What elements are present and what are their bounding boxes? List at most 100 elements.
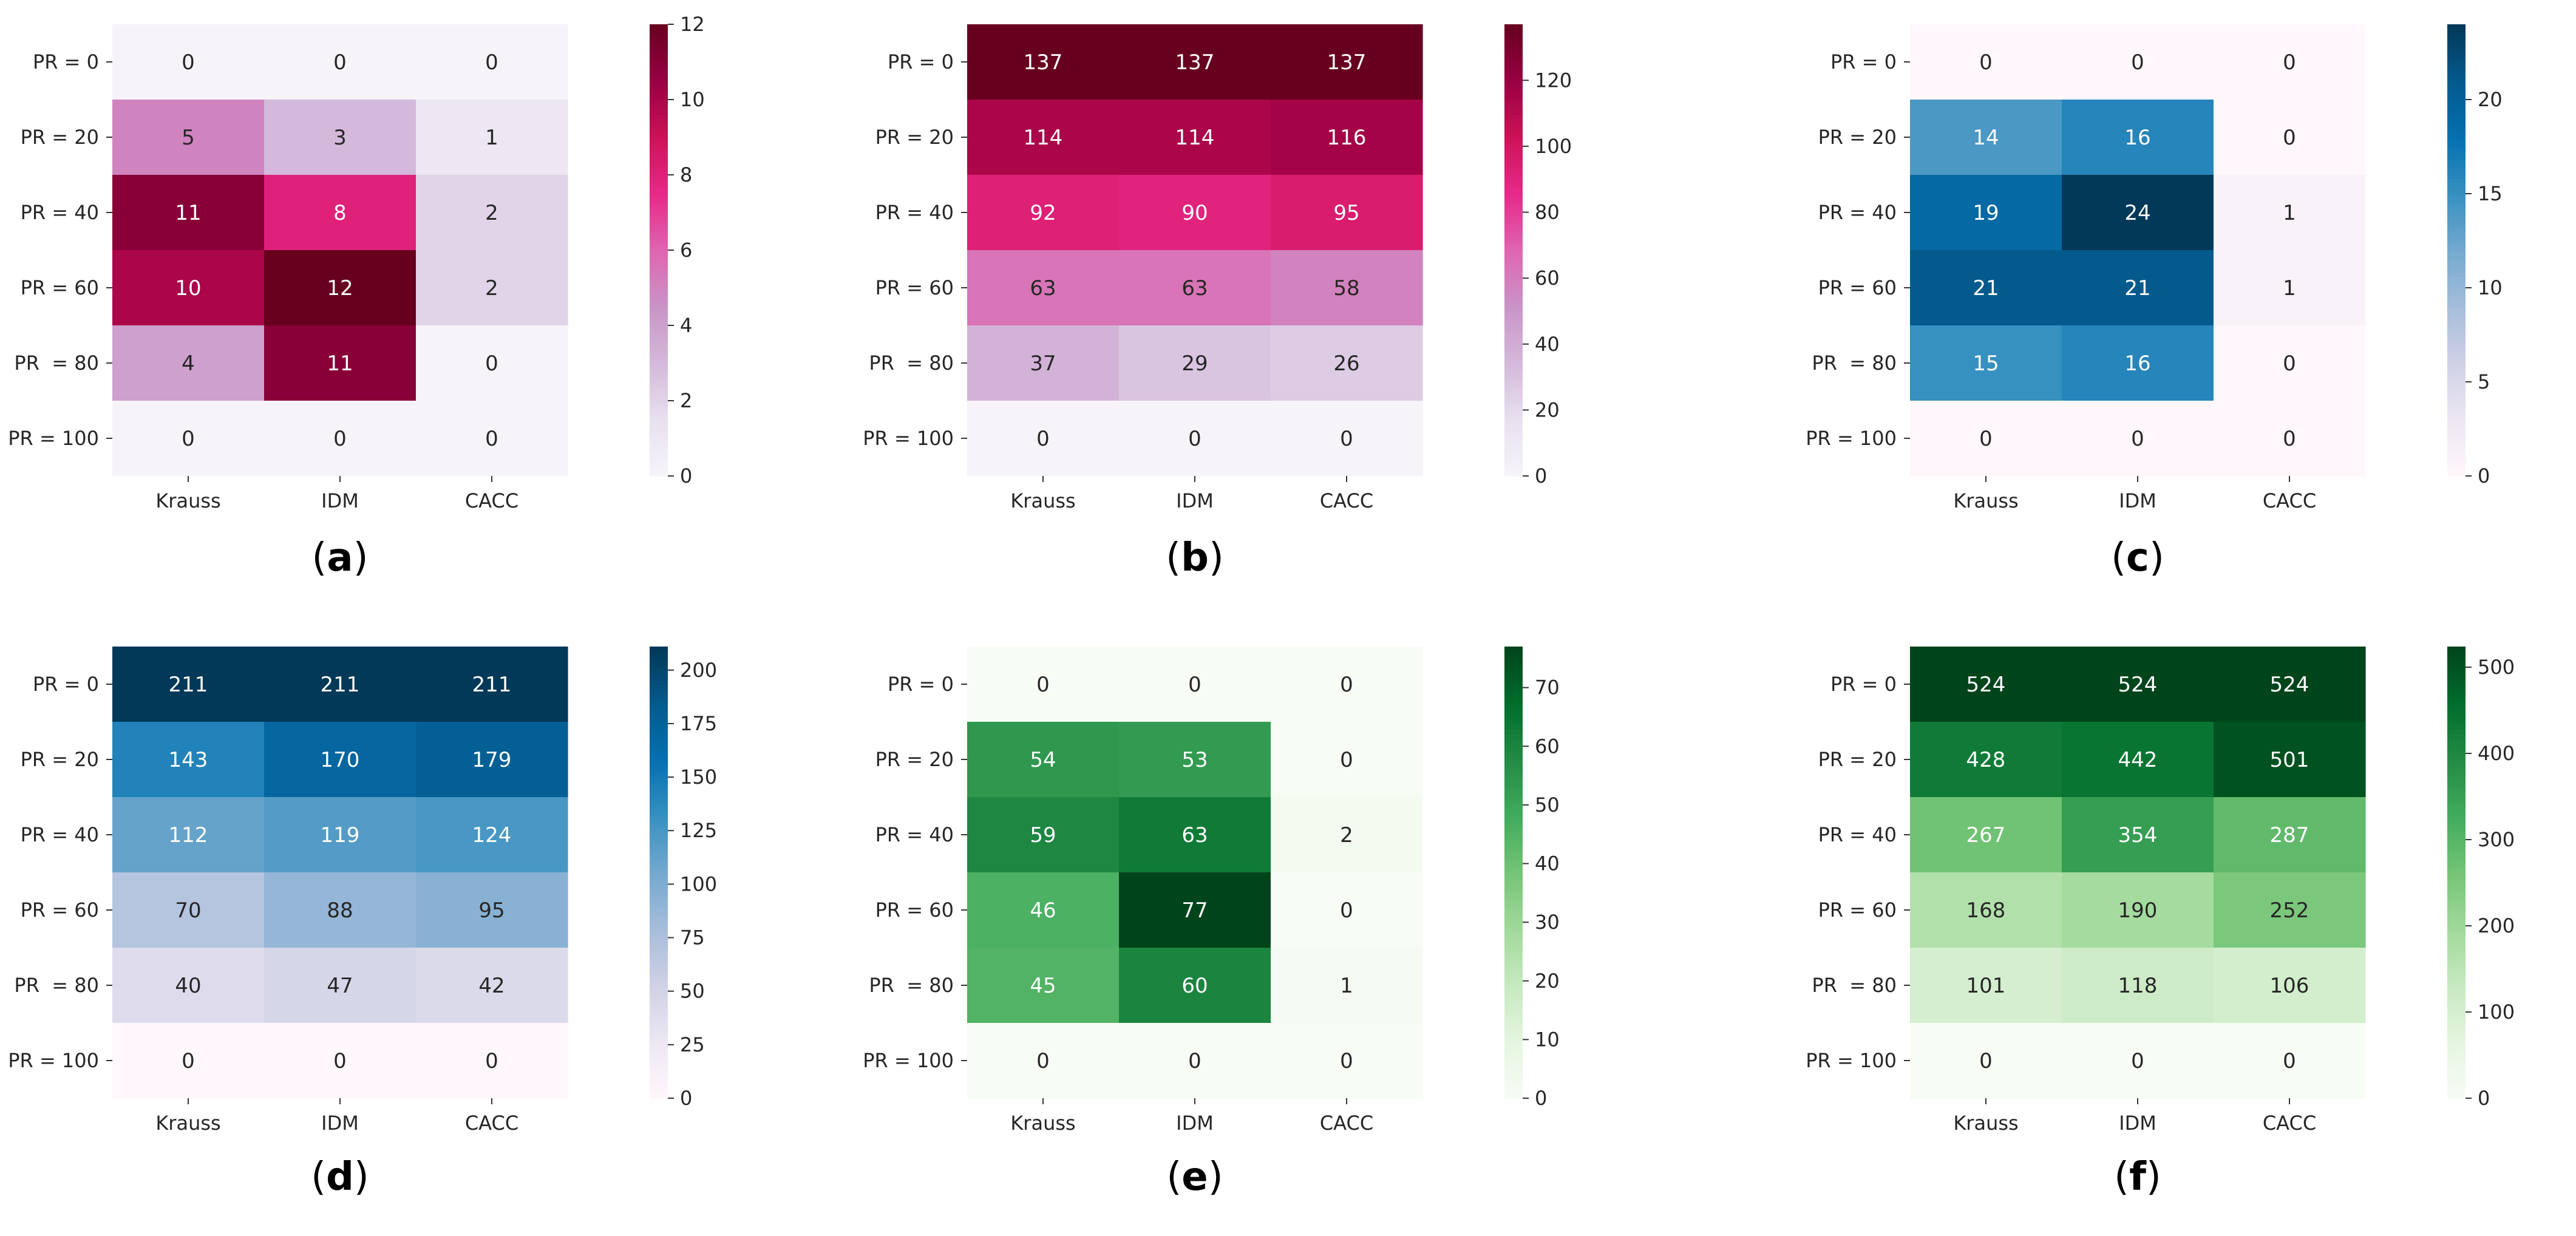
colorbar-segment [2447, 1015, 2466, 1020]
cell-value-label: 0 [485, 427, 498, 451]
colorbar-segment [650, 680, 668, 685]
colorbar-segment [1504, 114, 1523, 119]
colorbar-segment [2447, 854, 2466, 858]
colorbar-segment [650, 449, 668, 454]
heatmap-cell [2214, 647, 2366, 722]
colorbar-segment [650, 126, 668, 131]
caption-letter: d [326, 1155, 354, 1200]
colorbar-segment [1504, 801, 1523, 806]
colorbar-segment [650, 774, 668, 779]
colorbar-segment [1504, 1053, 1523, 1058]
heatmap-cell [1119, 175, 1271, 251]
colorbar-segment [1504, 898, 1523, 903]
colorbar-segment [1504, 1075, 1523, 1080]
cell-value-label: 211 [321, 673, 360, 697]
colorbar-segment [2447, 808, 2466, 813]
colorbar-segment [650, 812, 668, 817]
cell-value-label: 2 [485, 201, 498, 225]
colorbar-segment [1504, 449, 1523, 454]
heatmap-cell [1910, 797, 2062, 873]
colorbar-segment [1504, 273, 1523, 277]
cell-value-label: 0 [1036, 427, 1050, 451]
colorbar-segment [650, 752, 668, 756]
colorbar-segment [1504, 69, 1523, 74]
x-axis: Krauss IDM CACC [1010, 1098, 1373, 1135]
colorbar-segment [650, 838, 668, 843]
cell-value-label: 524 [1966, 673, 2006, 697]
colorbar-segment [2447, 250, 2466, 254]
colorbar-segment [1504, 695, 1523, 700]
colorbar-segment [650, 100, 668, 104]
colorbar-segment [650, 122, 668, 127]
colorbar-segment [2447, 160, 2466, 165]
colorbar-segment [1504, 876, 1523, 881]
colorbar-segment [1504, 793, 1523, 798]
cell-value-label: 21 [1973, 276, 1999, 301]
colorbar-tick-label: 10 [2478, 276, 2503, 299]
colorbar-segment [1504, 340, 1523, 345]
colorbar-segment [650, 906, 668, 911]
colorbar-segment [1504, 684, 1523, 688]
colorbar-segment [1504, 1045, 1523, 1050]
colorbar-segment [1504, 1064, 1523, 1069]
colorbar-segment [2447, 408, 2466, 413]
colorbar-segment [650, 378, 668, 382]
colorbar-segment [2447, 741, 2466, 745]
heatmap-cell [1119, 24, 1271, 100]
colorbar-segment [1504, 1094, 1523, 1099]
colorbar-segment [2447, 1037, 2466, 1042]
panel-caption: (f) [2114, 1155, 2161, 1200]
colorbar-segment [1504, 434, 1523, 439]
colorbar-segment [2447, 891, 2466, 895]
colorbar-segment [2447, 876, 2466, 881]
colorbar-segment [1504, 325, 1523, 330]
colorbar-segment [2447, 981, 2466, 986]
colorbar-segment [1504, 370, 1523, 375]
heatmap-cell [1119, 797, 1271, 873]
colorbar-segment [1504, 1061, 1523, 1065]
colorbar-segment [2447, 276, 2466, 281]
colorbar-segment [1504, 820, 1523, 824]
colorbar-segment [2447, 767, 2466, 772]
colorbar-segment [1504, 849, 1523, 854]
colorbar-tick-label: 70 [1535, 676, 1560, 699]
cell-value-label: 0 [1979, 50, 1993, 75]
colorbar-segment [1504, 835, 1523, 839]
colorbar-segment [1504, 864, 1523, 869]
colorbar-segment [2447, 242, 2466, 247]
colorbar-segment [2447, 729, 2466, 734]
cell-value-label: 267 [1966, 823, 2006, 847]
colorbar-segment [650, 868, 668, 873]
heatmap-cell [2214, 250, 2366, 326]
heatmap-cell [416, 948, 568, 1024]
colorbar-segment [2447, 415, 2466, 420]
colorbar-segment [2447, 718, 2466, 722]
colorbar-segment [2447, 156, 2466, 160]
colorbar-segment [2447, 32, 2466, 36]
y-tick-label: PR = 80 [14, 974, 99, 997]
colorbar-segment [650, 242, 668, 247]
colorbar-segment [650, 1049, 668, 1054]
colorbar-segment [1504, 830, 1523, 835]
colorbar-segment [1504, 269, 1523, 273]
colorbar-segment [650, 24, 668, 29]
colorbar-tick-label: 5 [2478, 370, 2490, 393]
colorbar-segment [650, 707, 668, 711]
colorbar-segment [1504, 189, 1523, 194]
colorbar-segment [2447, 100, 2466, 104]
colorbar-segment [650, 325, 668, 330]
colorbar-segment [2447, 265, 2466, 270]
colorbar-segment [2447, 396, 2466, 401]
cell-value-label: 0 [2131, 1049, 2144, 1073]
colorbar-segment [2447, 393, 2466, 398]
colorbar-segment [2447, 707, 2466, 711]
colorbar-segment [2447, 389, 2466, 394]
heatmap-cell [1119, 647, 1271, 722]
colorbar-segment [2447, 129, 2466, 134]
cell-value-label: 21 [2124, 276, 2150, 301]
colorbar-segment [1504, 1011, 1523, 1016]
cell-value-label: 16 [2124, 126, 2150, 150]
heatmap-cell [1910, 100, 2062, 175]
y-tick-label: PR = 80 [869, 974, 954, 997]
heatmap-cell [1910, 250, 2062, 326]
